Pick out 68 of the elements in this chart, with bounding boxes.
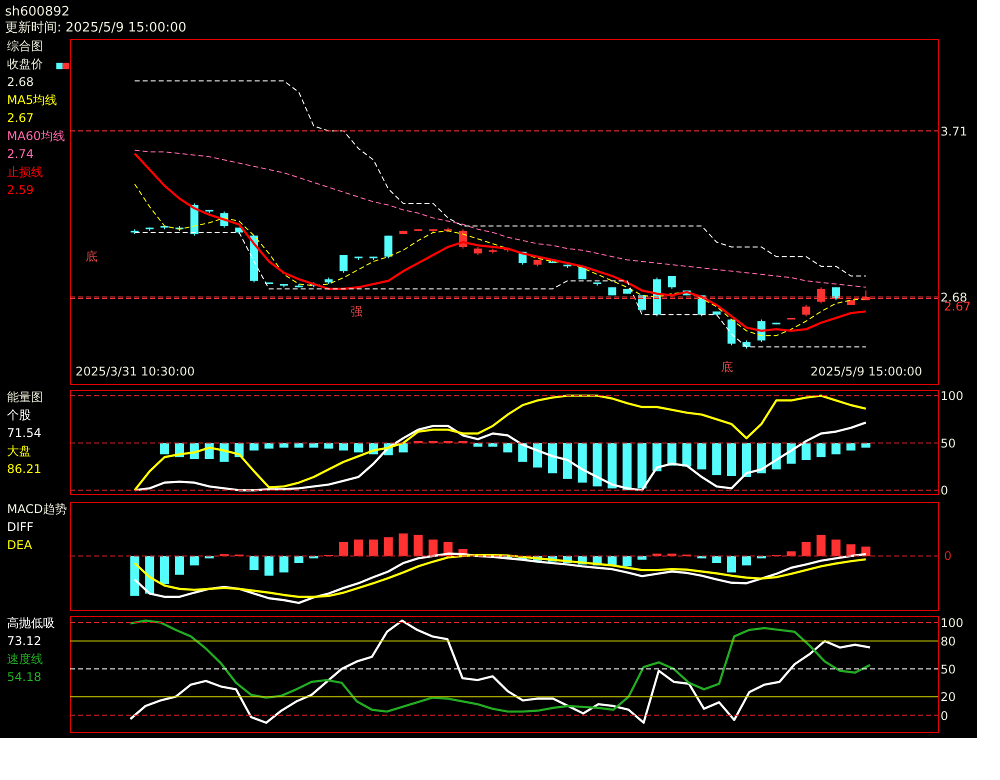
bar	[428, 540, 438, 556]
y-tick-label: 0	[940, 484, 948, 498]
line-series	[134, 150, 866, 288]
text: 底	[86, 249, 98, 264]
bar	[384, 537, 393, 556]
text: 2.68	[7, 75, 34, 89]
y-tick-label: 50	[940, 662, 956, 676]
chart-title: sh600892	[5, 4, 70, 20]
legend-label: 收盘价	[7, 57, 43, 71]
annotation: 强	[350, 304, 362, 319]
annotation: 底	[721, 360, 734, 374]
line-series	[134, 394, 867, 492]
text: 86.21	[7, 462, 42, 476]
bar	[727, 556, 736, 572]
y-tick-label: 3.71	[940, 124, 968, 138]
bar	[160, 556, 170, 584]
bar	[832, 540, 841, 556]
bar	[638, 556, 647, 560]
text: DEA	[7, 538, 33, 552]
text: 54.18	[7, 670, 42, 684]
text: 止损线	[7, 165, 43, 179]
bar	[802, 542, 811, 556]
text: 71.54	[7, 426, 42, 440]
text: 73.12	[7, 634, 42, 648]
bar	[816, 534, 826, 556]
candlestick	[668, 275, 676, 290]
text: 高抛低吸	[7, 616, 55, 630]
y-tick-label: 80	[940, 634, 956, 649]
legend-title: 能量图	[7, 390, 43, 404]
text: 速度线	[7, 652, 43, 666]
candlestick	[384, 235, 392, 259]
y-tick-label: 100	[940, 616, 964, 630]
y-tick-label: 20	[940, 690, 956, 704]
bar	[279, 556, 288, 572]
bar	[368, 540, 378, 556]
bar	[190, 556, 199, 566]
bar	[414, 534, 423, 556]
line-series	[134, 80, 866, 276]
bar	[354, 540, 364, 556]
bar	[174, 556, 184, 575]
bar	[622, 556, 632, 566]
bar	[742, 556, 751, 566]
y-tick-label: 50	[940, 436, 956, 450]
bar	[339, 542, 348, 556]
bar	[130, 556, 140, 596]
y-tick-label: 0	[940, 708, 948, 723]
bar	[250, 556, 259, 570]
bar	[712, 556, 722, 564]
text: 2.74	[7, 147, 34, 161]
legend-title: MACD趋势	[7, 502, 67, 516]
text: MA5均线	[7, 93, 58, 107]
text: 2.59	[7, 183, 34, 197]
candlestick	[340, 254, 348, 274]
bar	[264, 556, 274, 576]
candlestick	[802, 304, 810, 317]
chart-subtitle: 更新时间: 2025/5/9 15:00:00	[5, 20, 186, 36]
line-series	[134, 421, 867, 492]
text: DIFF	[7, 520, 34, 534]
text: 2.67	[7, 111, 34, 125]
legend-title: 综合图	[7, 39, 43, 53]
bar	[294, 556, 304, 564]
bar	[398, 533, 408, 556]
text: 个股	[7, 408, 31, 422]
y-tick-label: 100	[940, 389, 964, 404]
text: MA60均线	[7, 129, 65, 143]
text: 大盘	[7, 444, 31, 458]
x-tick-label: 2025/3/31 10:30:00	[76, 364, 195, 378]
x-tick-label: 2025/5/9 15:00:00	[810, 364, 922, 378]
